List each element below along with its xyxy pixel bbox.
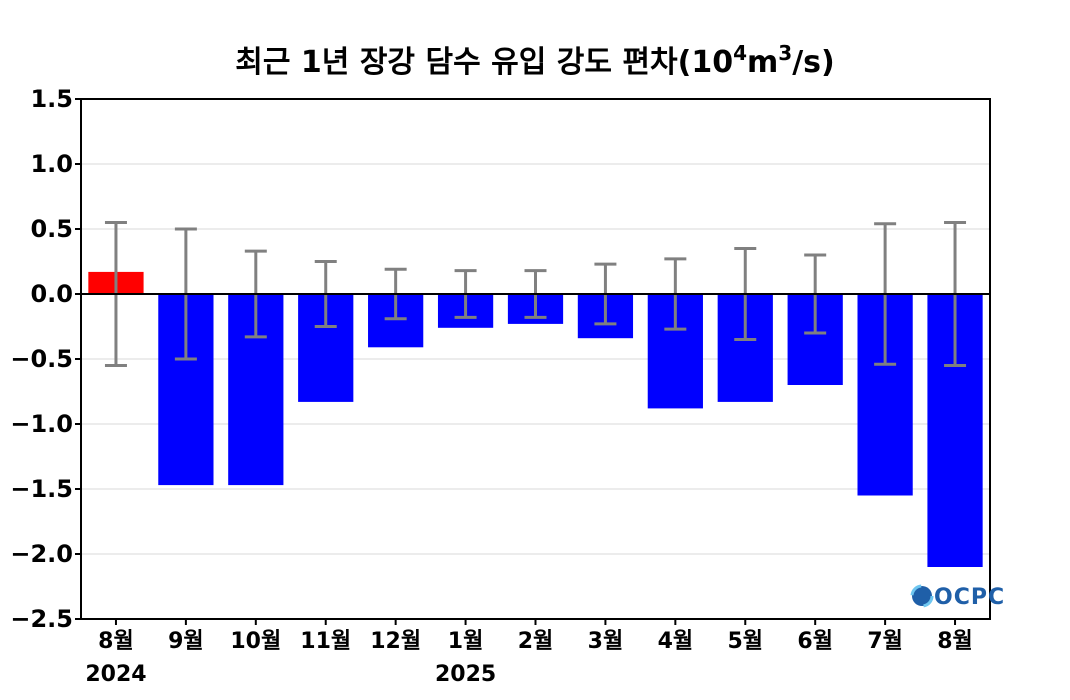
x-tick-label: 7월 — [867, 629, 903, 654]
grid — [81, 98, 990, 620]
x-tick-label: 1월 — [448, 629, 484, 654]
x-tick-label: 6월 — [797, 629, 833, 654]
x-tick-label: 9월 — [168, 629, 204, 654]
x-tick-label: 10월 — [230, 629, 281, 654]
y-tick-label: −0.5 — [10, 345, 73, 373]
x-tick-label: 12월 — [370, 629, 421, 654]
year-label: 2025 — [435, 662, 496, 687]
chart-title: 최근 1년 장강 담수 유입 강도 편차(104m3/s) — [235, 41, 834, 80]
y-tick-label: 1.5 — [30, 85, 73, 113]
y-tick-label: 0.5 — [30, 215, 73, 243]
y-axis: 1.5 1.0 0.5 0.0 −0.5 −1.0 −1.5 −2.0 −2.5 — [10, 85, 81, 633]
x-tick-label: 5월 — [727, 629, 763, 654]
y-tick-label: −1.5 — [10, 475, 73, 503]
x-tick-label: 3월 — [588, 629, 624, 654]
x-tick-label: 11월 — [300, 629, 351, 654]
x-axis: 8월 9월 10월 11월 12월 1월 2월 3월 4월 5월 6월 7월 8월 2024 2025 — [85, 619, 973, 687]
y-tick-label: 1.0 — [30, 150, 73, 178]
x-tick-label: 8월 — [98, 629, 134, 654]
x-tick-label: 4월 — [658, 629, 694, 654]
x-tick-label: 2월 — [518, 629, 554, 654]
y-tick-label: −1.0 — [10, 410, 73, 438]
x-tick-label: 8월 — [937, 629, 973, 654]
logo-text: OCPC — [934, 585, 1005, 610]
ocpc-logo: OCPC — [910, 584, 1005, 610]
y-tick-label: −2.5 — [10, 605, 73, 633]
year-label: 2024 — [85, 662, 146, 687]
y-tick-label: −2.0 — [10, 540, 73, 568]
y-tick-label: 0.0 — [30, 280, 73, 308]
